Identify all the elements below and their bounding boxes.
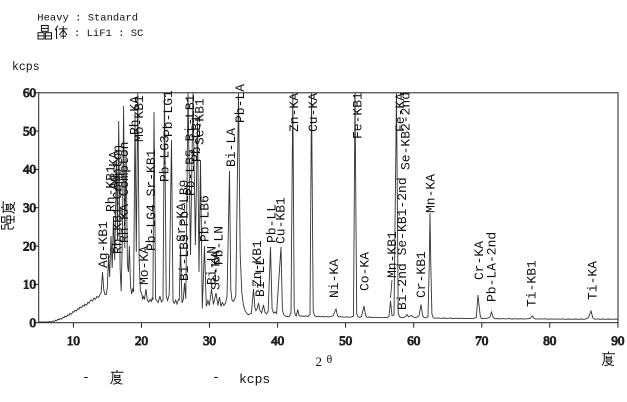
svg-text:Mo-KB1: Mo-KB1 — [132, 95, 147, 142]
svg-text:10: 10 — [67, 333, 80, 348]
svg-text:20: 20 — [23, 238, 36, 253]
svg-text:40: 40 — [23, 162, 36, 177]
svg-text:Ti-KB1: Ti-KB1 — [525, 260, 540, 307]
svg-text:90: 90 — [611, 333, 624, 348]
svg-text:Bi-LN: Bi-LN — [205, 246, 220, 285]
svg-text:θ: θ — [327, 352, 333, 366]
svg-text:Cr-KB1: Cr-KB1 — [414, 251, 429, 298]
svg-text:60: 60 — [407, 333, 420, 348]
svg-text:Cr-KA: Cr-KA — [472, 241, 487, 280]
svg-text:0: 0 — [30, 315, 37, 330]
svg-text:Pb-LB5 Bi-LB1: Pb-LB5 Bi-LB1 — [183, 94, 198, 196]
svg-text:30: 30 — [23, 200, 36, 215]
svg-text:10: 10 — [23, 277, 36, 292]
svg-text:Rh-KA-Compton: Rh-KA-Compton — [117, 142, 132, 243]
svg-text:Pb-LG4 Sr-KB1: Pb-LG4 Sr-KB1 — [144, 149, 159, 251]
svg-text:Bi-LL: Bi-LL — [253, 258, 268, 297]
svg-text:Mn-KA: Mn-KA — [424, 174, 439, 213]
svg-text:60: 60 — [23, 85, 36, 100]
svg-text:Co-KA: Co-KA — [358, 252, 373, 291]
svg-text:Bi-2nd Se-KB1-2nd: Bi-2nd Se-KB1-2nd — [395, 177, 410, 310]
svg-text:Pb-LL: Pb-LL — [265, 204, 280, 243]
svg-text:30: 30 — [203, 333, 216, 348]
svg-text:Se-KA: Se-KA — [209, 251, 224, 290]
svg-text:50: 50 — [339, 333, 352, 348]
svg-text:Fe-KA: Fe-KA — [393, 93, 408, 132]
svg-text:Heavy : Standard: Heavy : Standard — [37, 12, 138, 24]
svg-text:Sr-KA: Sr-KA — [174, 203, 189, 242]
svg-text:Zn-KA: Zn-KA — [287, 93, 302, 132]
svg-text:-: - — [82, 370, 90, 385]
svg-text:Pb-LN: Pb-LN — [212, 226, 227, 265]
svg-text:Ni-KA: Ni-KA — [327, 259, 342, 298]
svg-text:Pb-LB1: Pb-LB1 — [189, 115, 204, 162]
svg-text:80: 80 — [543, 333, 556, 348]
svg-text:Rh-KA: Rh-KA — [128, 96, 143, 135]
svg-text:Bi-LB5 Pb-LB9: Bi-LB5 Pb-LB9 — [177, 180, 192, 281]
svg-text:: LiF1 : SC: : LiF1 : SC — [74, 28, 143, 40]
svg-text:Se-KB1: Se-KB1 — [193, 98, 208, 145]
svg-text:Pb-LG3: Pb-LG3 — [158, 135, 173, 182]
svg-text:Ag-KA: Ag-KA — [107, 151, 122, 190]
svg-text:Pb-LA-2nd: Pb-LA-2nd — [485, 232, 500, 302]
svg-text:Zn-KB1: Zn-KB1 — [250, 240, 265, 287]
svg-text:Mn-KB1: Mn-KB1 — [385, 231, 400, 278]
svg-text:2: 2 — [316, 354, 323, 369]
svg-text:Pb-LB6: Pb-LB6 — [198, 195, 213, 242]
svg-text:Cu-KA: Cu-KA — [306, 93, 321, 132]
svg-text:Bi-LA: Bi-LA — [224, 128, 239, 167]
svg-text:Mo-KA: Mo-KA — [137, 246, 152, 285]
svg-text:Pb-LA: Pb-LA — [233, 84, 248, 123]
svg-text:50: 50 — [23, 123, 36, 138]
svg-text:Cu-KB1: Cu-KB1 — [274, 197, 289, 244]
svg-text:Ag-KB1: Ag-KB1 — [96, 221, 111, 268]
svg-text:Ti-KA: Ti-KA — [586, 261, 601, 300]
svg-text:20: 20 — [135, 333, 148, 348]
svg-text:40: 40 — [271, 333, 284, 348]
svg-text:Se-KB2-2nd: Se-KB2-2nd — [399, 92, 414, 170]
svg-text:kcps: kcps — [12, 61, 40, 74]
svg-text:Rh-KB1-Compton: Rh-KB1-Compton — [111, 145, 126, 254]
svg-text:kcps: kcps — [239, 372, 270, 387]
svg-text:70: 70 — [475, 333, 488, 348]
svg-text:-: - — [212, 370, 220, 385]
svg-text:Pb-LG1: Pb-LG1 — [161, 90, 176, 137]
svg-text:Fe-KB1: Fe-KB1 — [351, 92, 366, 139]
svg-text:Rh-KB1: Rh-KB1 — [104, 165, 119, 212]
